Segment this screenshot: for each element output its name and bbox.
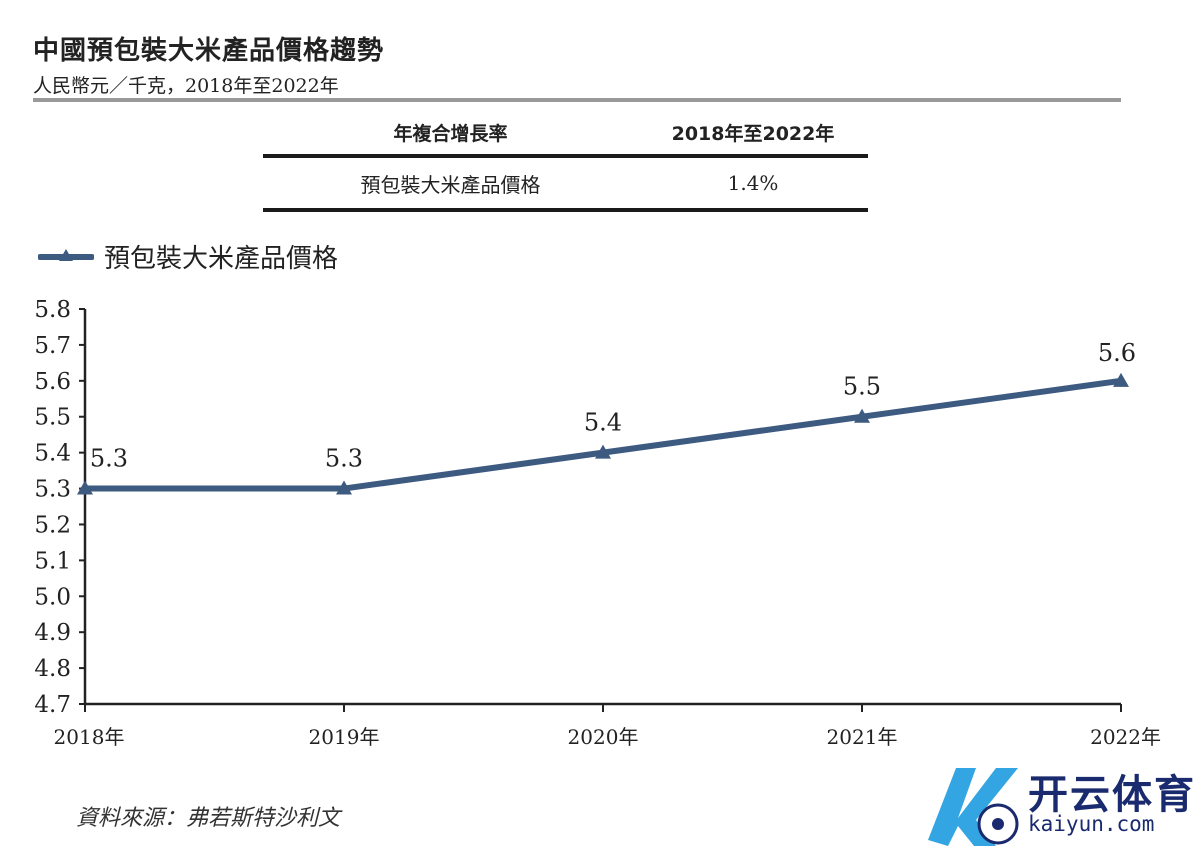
cagr-table-header: 年複合增長率 2018年至2022年 [263, 110, 868, 158]
watermark-cn: 开云体育 [1028, 772, 1196, 818]
watermark-en: kaiyun.com [1028, 812, 1155, 836]
data-point-marker [595, 444, 611, 459]
data-label: 5.5 [843, 373, 881, 401]
x-tick-label: 2019年 [309, 725, 380, 749]
y-tick-label: 5.0 [34, 584, 71, 610]
y-tick-label: 5.2 [34, 512, 71, 538]
y-tick-label: 5.8 [34, 297, 71, 323]
x-tick-label: 2020年 [568, 725, 639, 749]
data-point-marker [336, 480, 352, 495]
page-title: 中國預包裝大米產品價格趨勢 [33, 36, 385, 66]
data-label: 5.3 [90, 445, 128, 473]
data-point-marker [854, 408, 870, 423]
x-tick-label: 2021年 [827, 725, 898, 749]
data-label: 5.6 [1098, 339, 1136, 367]
y-tick-label: 4.7 [34, 692, 71, 718]
y-tick-label: 5.1 [34, 548, 71, 574]
source-note: 資料來源：弗若斯特沙利文 [76, 806, 341, 831]
header-divider [33, 98, 1121, 102]
legend-line-triangle-icon [38, 248, 94, 261]
y-tick-label: 4.9 [34, 620, 71, 646]
cagr-table-row: 預包裝大米產品價格 1.4% [263, 158, 868, 212]
y-tick-label: 5.6 [34, 369, 71, 395]
page-subtitle: 人民幣元／千克，2018年至2022年 [33, 75, 339, 97]
cagr-col2-header: 2018年至2022年 [671, 122, 835, 145]
y-tick-label: 5.4 [34, 441, 71, 467]
cagr-col1-header: 年複合增長率 [393, 122, 508, 145]
y-tick-label: 4.8 [34, 656, 71, 682]
cagr-row-value: 1.4% [727, 171, 779, 195]
x-tick-label: 2018年 [54, 725, 125, 749]
watermark: 开云体育 kaiyun.com [918, 760, 1198, 850]
data-point-marker [77, 480, 93, 495]
data-point-marker [1113, 372, 1129, 387]
data-label: 5.4 [584, 409, 622, 437]
data-label: 5.3 [325, 445, 363, 473]
legend-label: 預包裝大米產品價格 [104, 244, 339, 274]
x-tick-label: 2022年 [1090, 725, 1161, 749]
chart-legend: 預包裝大米產品價格 [38, 238, 338, 275]
y-tick-label: 5.5 [34, 405, 71, 431]
y-tick-label: 5.7 [34, 333, 71, 359]
y-tick-label: 5.3 [34, 477, 71, 503]
cagr-table: 年複合增長率 2018年至2022年 預包裝大米產品價格 1.4% [263, 110, 868, 212]
kaiyun-logo-icon [928, 768, 1019, 846]
cagr-row-label: 預包裝大米產品價格 [360, 172, 541, 197]
